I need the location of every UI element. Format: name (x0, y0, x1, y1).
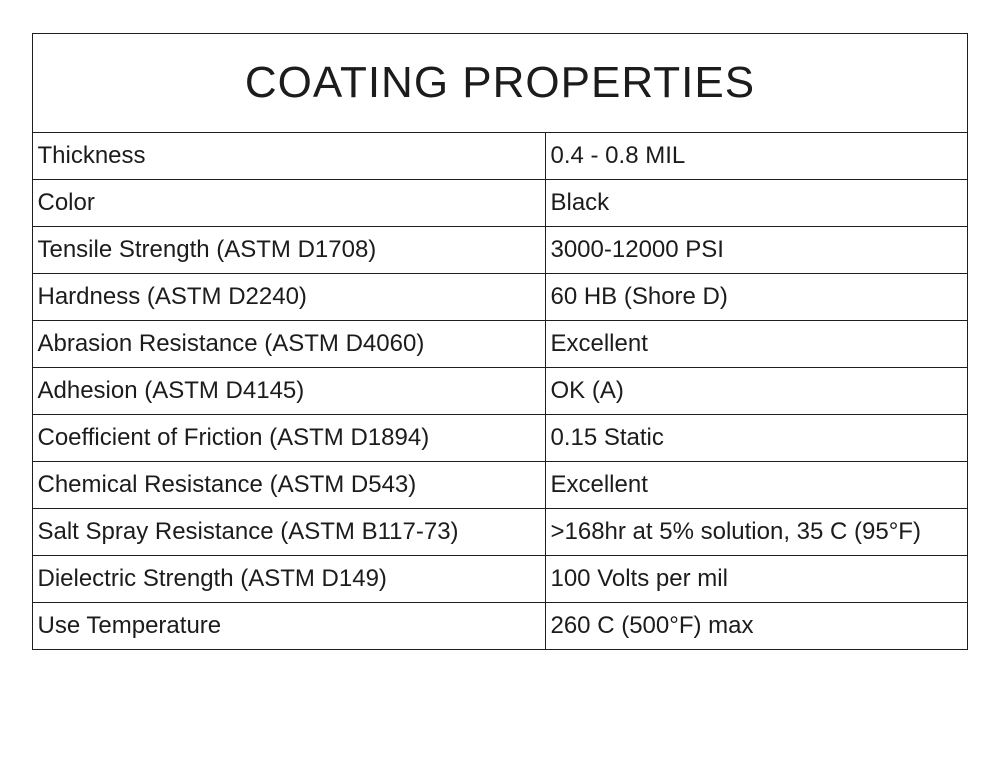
page-title: COATING PROPERTIES (32, 33, 968, 133)
table-row: Abrasion Resistance (ASTM D4060) Excelle… (32, 320, 968, 368)
table-row: Thickness 0.4 - 0.8 MIL (32, 132, 968, 180)
property-cell: Dielectric Strength (ASTM D149) (32, 555, 547, 603)
table-row: Dielectric Strength (ASTM D149) 100 Volt… (32, 555, 968, 603)
property-cell: Abrasion Resistance (ASTM D4060) (32, 320, 547, 368)
value-cell: 0.4 - 0.8 MIL (545, 132, 968, 180)
table-row: Tensile Strength (ASTM D1708) 3000-12000… (32, 226, 968, 274)
property-cell: Use Temperature (32, 602, 547, 650)
property-cell: Color (32, 179, 547, 227)
value-cell: 0.15 Static (545, 414, 968, 462)
value-cell: 60 HB (Shore D) (545, 273, 968, 321)
table-row: Use Temperature 260 C (500°F) max (32, 602, 968, 650)
value-cell: 100 Volts per mil (545, 555, 968, 603)
property-cell: Thickness (32, 132, 547, 180)
property-cell: Hardness (ASTM D2240) (32, 273, 547, 321)
table-row: Adhesion (ASTM D4145) OK (A) (32, 367, 968, 415)
property-cell: Chemical Resistance (ASTM D543) (32, 461, 547, 509)
table-row: Coefficient of Friction (ASTM D1894) 0.1… (32, 414, 968, 462)
value-cell: >168hr at 5% solution, 35 C (95°F) (545, 508, 968, 556)
property-cell: Salt Spray Resistance (ASTM B117-73) (32, 508, 547, 556)
value-cell: Excellent (545, 461, 968, 509)
title-row: COATING PROPERTIES (32, 33, 968, 133)
table-row: Salt Spray Resistance (ASTM B117-73) >16… (32, 508, 968, 556)
property-cell: Coefficient of Friction (ASTM D1894) (32, 414, 547, 462)
value-cell: Excellent (545, 320, 968, 368)
value-cell: Black (545, 179, 968, 227)
property-cell: Tensile Strength (ASTM D1708) (32, 226, 547, 274)
value-cell: 260 C (500°F) max (545, 602, 968, 650)
coating-properties-table: COATING PROPERTIES Thickness 0.4 - 0.8 M… (32, 33, 968, 650)
value-cell: 3000-12000 PSI (545, 226, 968, 274)
table-row: Hardness (ASTM D2240) 60 HB (Shore D) (32, 273, 968, 321)
property-cell: Adhesion (ASTM D4145) (32, 367, 547, 415)
table-row: Color Black (32, 179, 968, 227)
table-row: Chemical Resistance (ASTM D543) Excellen… (32, 461, 968, 509)
value-cell: OK (A) (545, 367, 968, 415)
